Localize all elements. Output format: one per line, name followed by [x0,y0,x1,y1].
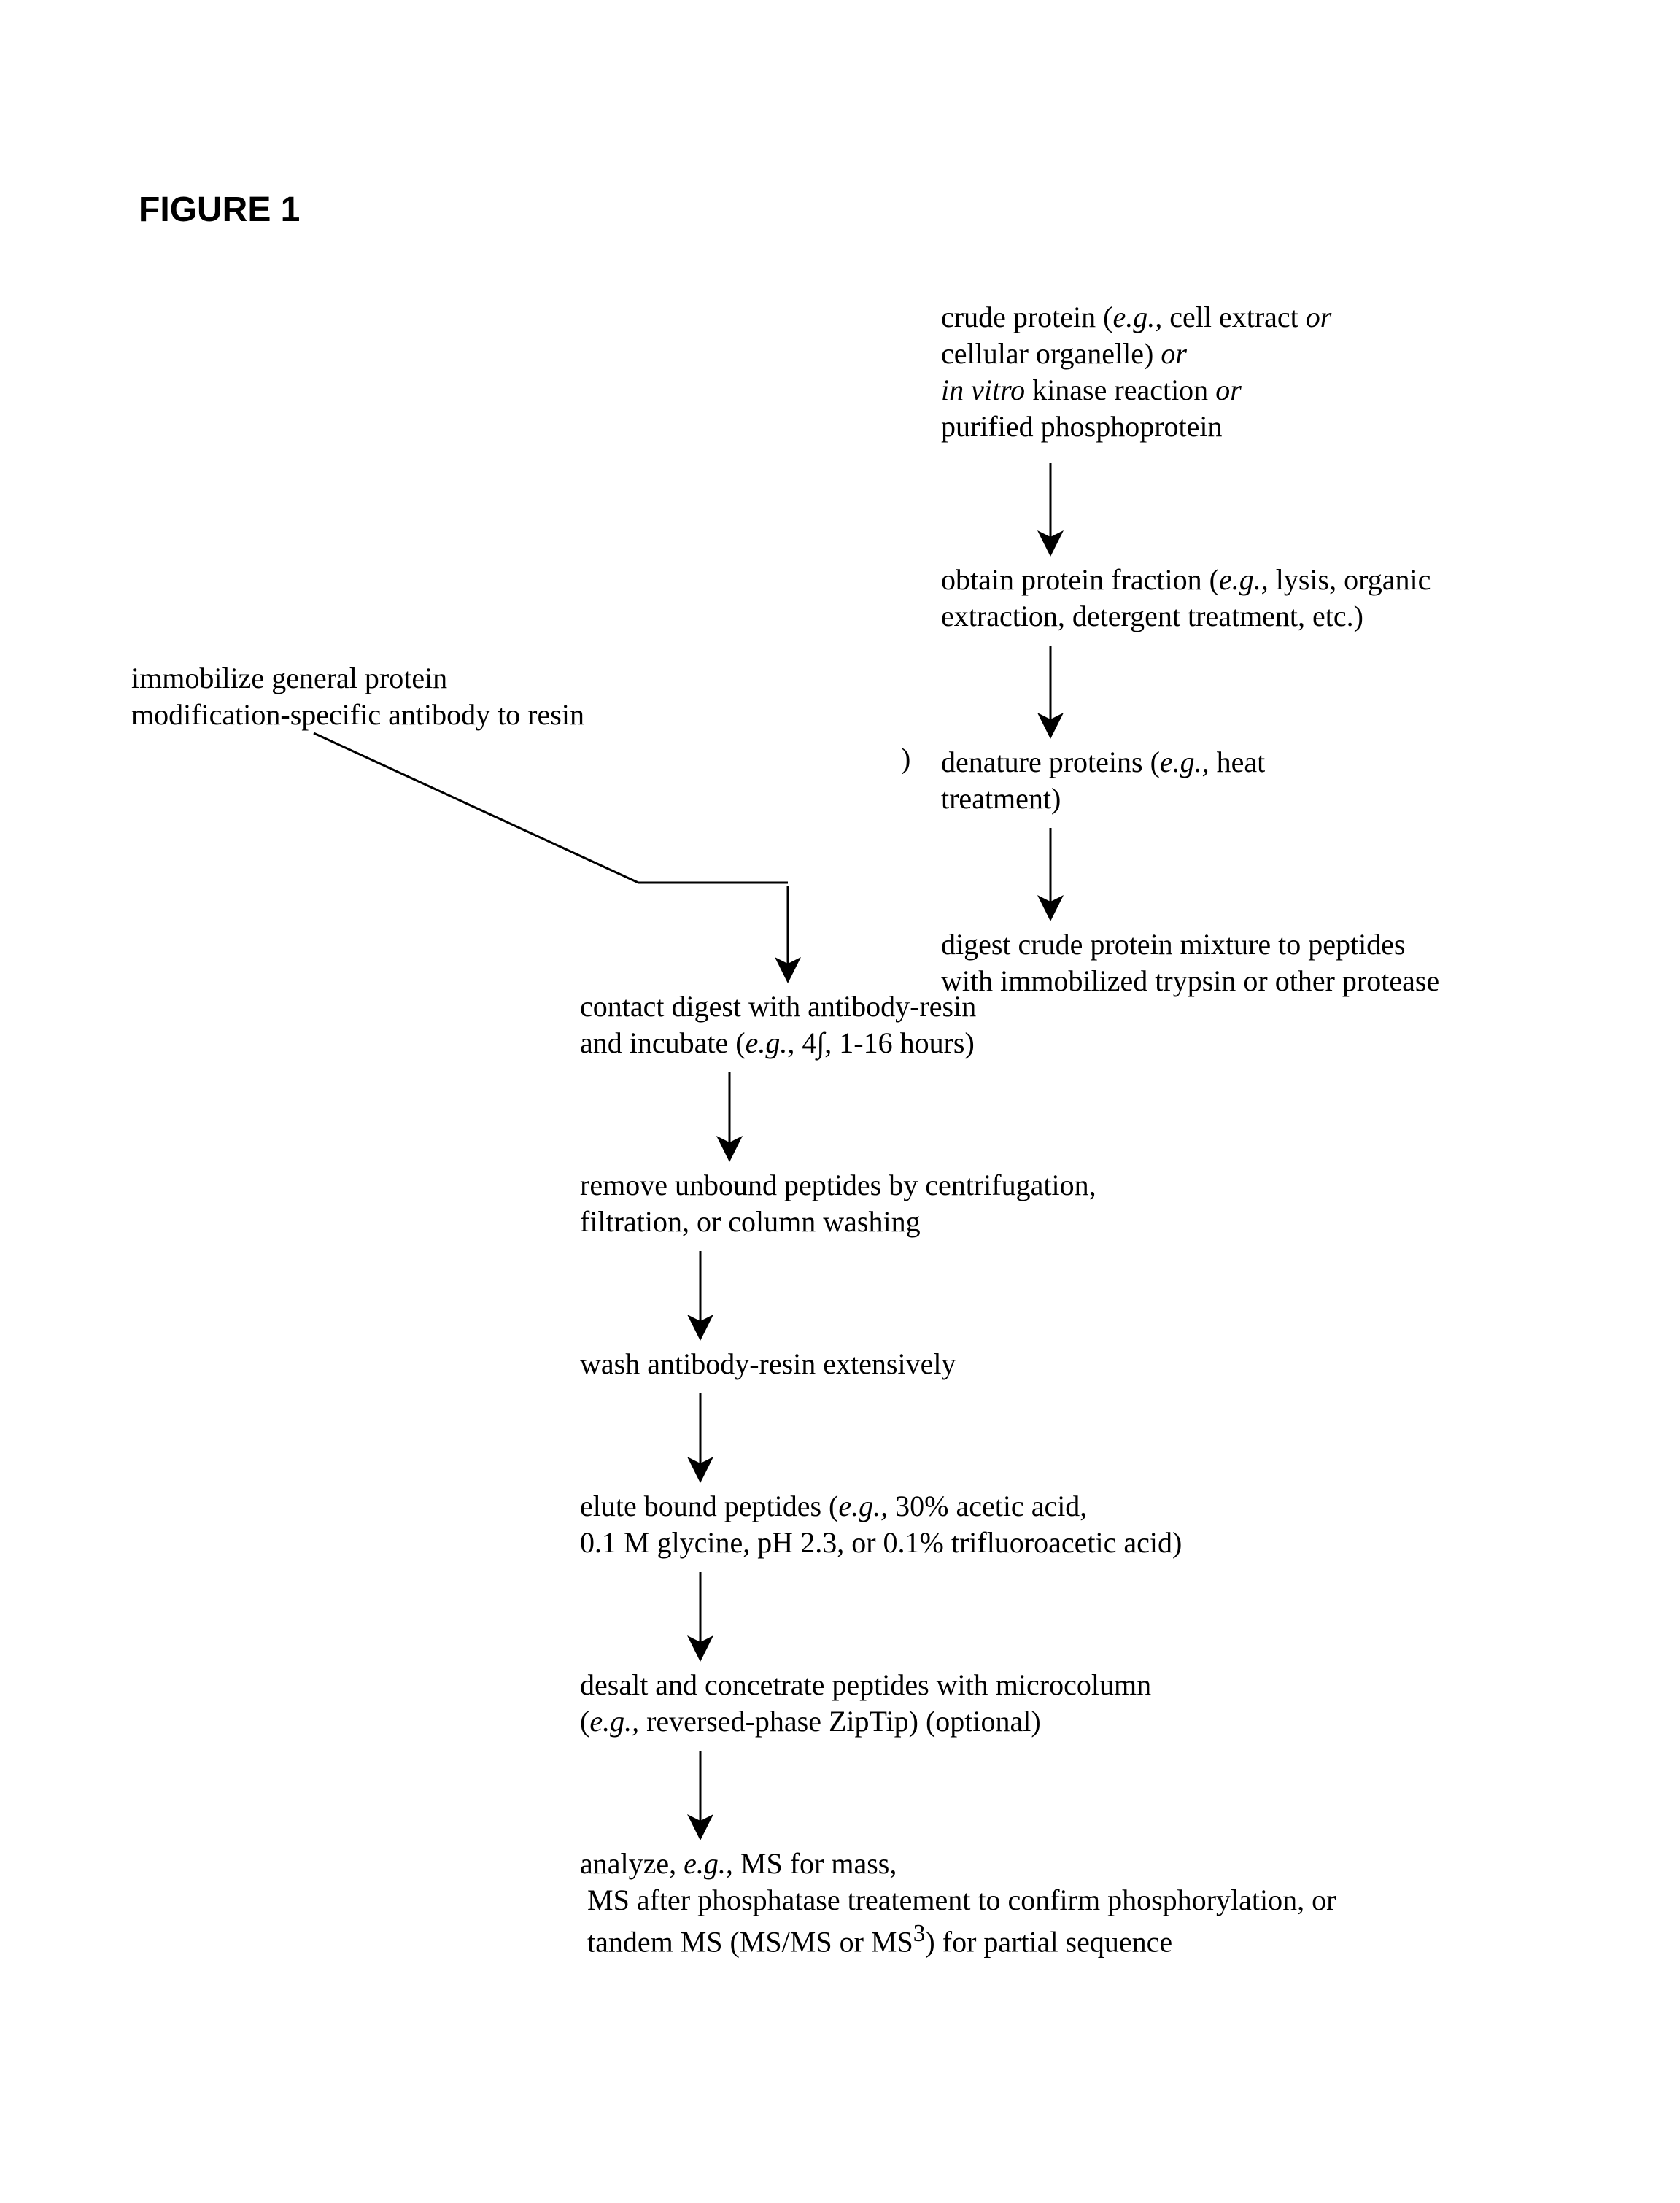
flow-node: remove unbound peptides by centrifugatio… [580,1167,1309,1240]
side-label: immobilize general protein modification-… [131,660,642,733]
figure-title: FIGURE 1 [139,190,300,230]
flow-node: analyze, e.g., MS for mass, MS after pho… [580,1846,1565,1960]
flow-node: denature proteins (e.g., heat treatment) [941,744,1452,817]
flow-node: crude protein (e.g., cell extract or cel… [941,299,1539,445]
flow-node: desalt and concetrate peptides with micr… [580,1667,1382,1740]
flow-node: wash antibody-resin extensively [580,1346,1236,1382]
flow-node: elute bound peptides (e.g., 30% acetic a… [580,1488,1382,1561]
flow-node: contact digest with antibody-resin and i… [580,988,1236,1061]
page: FIGURE 1 immobilize general protein modi… [0,0,1680,2203]
stray-paren: ) [901,740,910,777]
flow-node: obtain protein fraction (e.g., lysis, or… [941,562,1598,635]
